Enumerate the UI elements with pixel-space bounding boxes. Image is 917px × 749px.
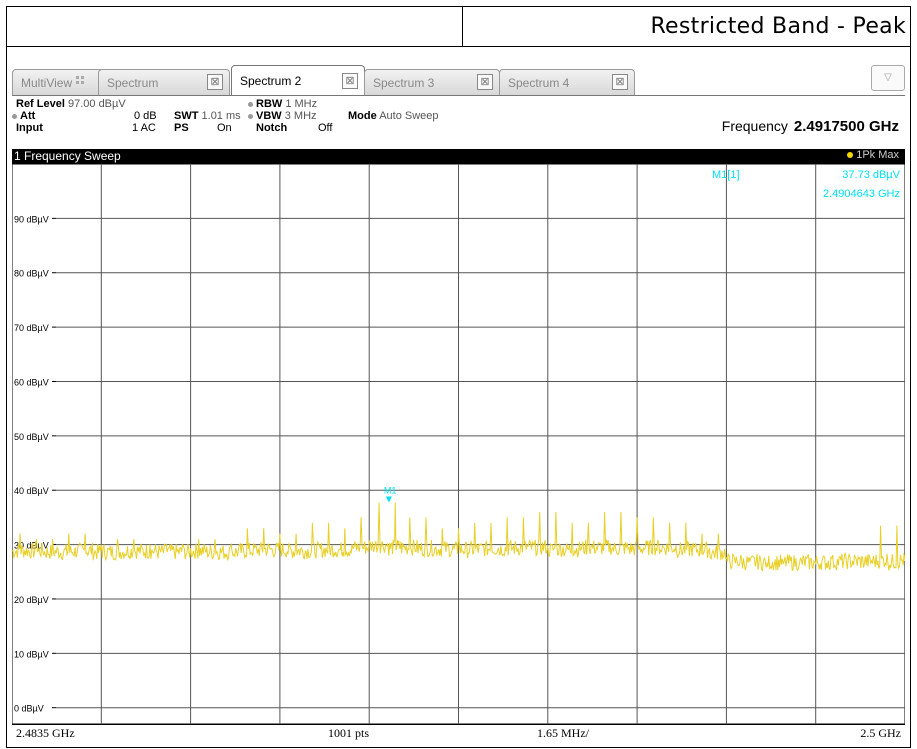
notch-setting[interactable]: Notch <box>256 122 287 134</box>
frequency-value: 2.4917500 GHz <box>794 118 899 135</box>
ps-label: PS <box>174 122 189 134</box>
ps-setting[interactable]: PS <box>174 122 189 134</box>
rbw-label: RBW <box>256 98 282 110</box>
trace-indicator[interactable]: 1Pk Max <box>847 149 899 161</box>
plot-footer: 2.4835 GHz 1001 pts 1.65 MHz/ 2.5 GHz <box>12 724 905 743</box>
att-setting[interactable]: Att <box>12 110 35 122</box>
center-frequency[interactable]: Frequency 2.4917500 GHz <box>722 118 899 135</box>
mode-value: Auto Sweep <box>379 110 438 122</box>
notch-value: Off <box>318 122 332 134</box>
spectrum-analyzer-window: MultiView Spectrum ⊠ Spectrum 2 ⊠ Spectr… <box>12 62 905 742</box>
tab-spectrum-2-label: Spectrum 2 <box>240 74 301 88</box>
ps-value: On <box>217 122 232 134</box>
trace-label: 1Pk Max <box>856 149 899 161</box>
tab-multiview[interactable]: MultiView <box>12 69 104 95</box>
att-label: Att <box>20 110 35 122</box>
stop-frequency: 2.5 GHz <box>860 726 901 741</box>
y-tick-label: 50 dBµV <box>14 432 49 442</box>
att-value: 0 dB <box>134 110 157 122</box>
tab-spectrum[interactable]: Spectrum ⊠ <box>98 69 230 95</box>
close-icon[interactable]: ⊠ <box>207 74 223 90</box>
input-label: Input <box>16 122 43 134</box>
chevron-down-icon[interactable]: ▽ <box>871 65 905 91</box>
report-title-row: Restricted Band - Peak <box>7 7 910 47</box>
y-tick-label: 10 dBµV <box>14 649 49 659</box>
start-frequency: 2.4835 GHz <box>16 726 75 741</box>
swt-label: SWT <box>174 110 198 122</box>
ref-level-setting[interactable]: Ref Level 97.00 dBµV <box>16 98 126 110</box>
plot-area[interactable]: 0 dBµV 10 dBµV 20 dBµV 30 dBµV 40 dBµV 50 dBµ… <box>12 164 905 742</box>
swt-setting[interactable]: SWT 1.01 ms <box>174 110 241 122</box>
coupled-indicator-icon <box>12 114 17 119</box>
marker-frequency: 2.4904643 GHz <box>823 188 900 200</box>
ref-level-label: Ref Level <box>16 98 65 110</box>
tab-spectrum-4[interactable]: Spectrum 4 ⊠ <box>499 69 635 95</box>
grid-icon <box>76 76 86 86</box>
rbw-value: 1 MHz <box>285 98 317 110</box>
trace-dot-icon <box>847 152 853 158</box>
notch-label: Notch <box>256 122 287 134</box>
y-tick-label: 90 dBµV <box>14 214 49 224</box>
y-tick-label: 80 dBµV <box>14 269 49 279</box>
tab-spectrum-2[interactable]: Spectrum 2 ⊠ <box>231 65 365 95</box>
report-title-blank-cell <box>7 7 463 46</box>
tab-spectrum-3[interactable]: Spectrum 3 ⊠ <box>364 69 500 95</box>
close-icon[interactable]: ⊠ <box>612 74 628 90</box>
marker-name: M1[1] <box>712 169 740 181</box>
tab-spectrum-3-label: Spectrum 3 <box>373 76 434 90</box>
tab-spectrum-4-label: Spectrum 4 <box>508 76 569 90</box>
rbw-setting[interactable]: RBW 1 MHz <box>248 98 317 110</box>
marker-flag-label: M1 <box>384 486 397 496</box>
diagram-title-bar: 1 Frequency Sweep 1Pk Max <box>12 149 905 164</box>
span-per-division: 1.65 MHz/ <box>537 726 589 741</box>
input-value: 1 AC <box>132 122 156 134</box>
mode-label: Mode <box>348 110 377 122</box>
ref-level-value: 97.00 dBµV <box>68 98 126 110</box>
swt-value: 1.01 ms <box>202 110 241 122</box>
coupled-indicator-icon <box>248 102 253 107</box>
mode-setting[interactable]: Mode Auto Sweep <box>348 110 439 122</box>
tab-bar-divider <box>12 95 905 96</box>
y-tick-label: 20 dBµV <box>14 595 49 605</box>
marker-level: 37.73 dBµV <box>842 169 900 181</box>
coupled-indicator-icon <box>248 114 253 119</box>
close-icon[interactable]: ⊠ <box>342 73 358 89</box>
close-icon[interactable]: ⊠ <box>477 74 493 90</box>
frequency-label: Frequency <box>722 118 788 134</box>
tab-bar: MultiView Spectrum ⊠ Spectrum 2 ⊠ Spectr… <box>12 62 905 96</box>
vbw-value: 3 MHz <box>285 110 317 122</box>
report-title: Restricted Band - Peak <box>650 14 906 39</box>
tab-spectrum-label: Spectrum <box>107 76 158 90</box>
sweep-points: 1001 pts <box>328 726 369 741</box>
vbw-label: VBW <box>256 110 282 122</box>
y-tick-label: 0 dBµV <box>14 704 44 714</box>
settings-panel: Ref Level 97.00 dBµV Att 0 dB Input 1 AC… <box>12 98 905 148</box>
tab-multiview-label: MultiView <box>21 76 72 90</box>
y-tick-label: 70 dBµV <box>14 323 49 333</box>
y-tick-label: 40 dBµV <box>14 486 49 496</box>
input-setting[interactable]: Input <box>16 122 43 134</box>
diagram-title: 1 Frequency Sweep <box>14 149 121 163</box>
vbw-setting[interactable]: VBW 3 MHz <box>248 110 317 122</box>
y-tick-label: 60 dBµV <box>14 377 49 387</box>
